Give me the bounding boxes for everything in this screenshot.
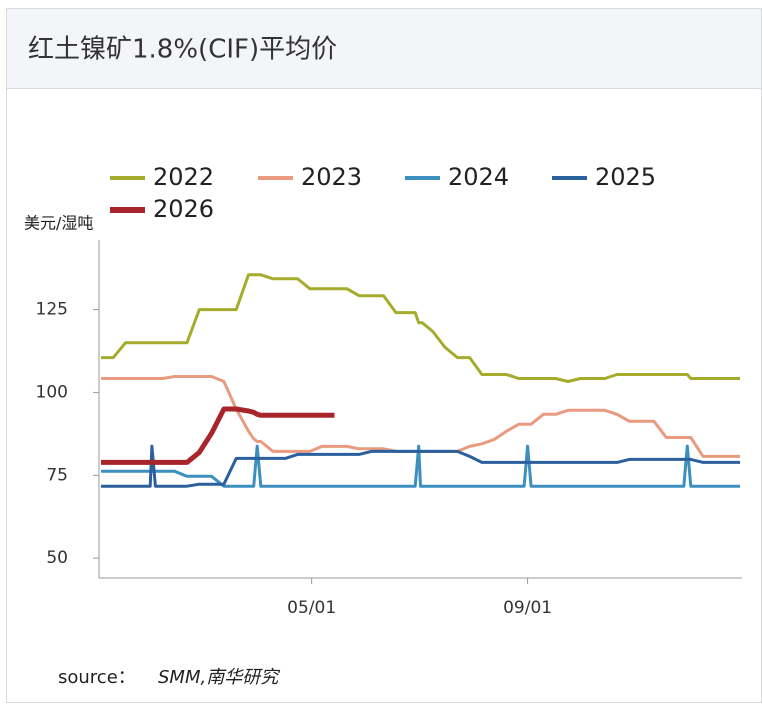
source: SMM,南华研究: [158, 667, 280, 688]
y-tick-label: 125: [36, 300, 68, 320]
card-frame: [6, 8, 762, 703]
legend-label: 2026: [153, 195, 214, 223]
y-tick-label: 100: [36, 382, 68, 402]
header-bg: [7, 9, 761, 88]
y-tick-label: 75: [46, 465, 68, 485]
series-line: [101, 406, 335, 465]
series-line: [101, 444, 740, 488]
y-axis-label: 美元/湿吨: [24, 214, 93, 233]
legend-label: 2024: [448, 163, 509, 191]
source-label: source：: [58, 667, 136, 688]
chart-title: 红土镍矿1.8%(CIF)平均价: [28, 35, 337, 65]
series-line: [101, 444, 740, 488]
x-tick-label: 09/01: [503, 598, 552, 618]
legend-label: 2025: [595, 163, 656, 191]
legend-label: 2023: [301, 163, 362, 191]
y-tick-label: 50: [46, 548, 68, 568]
legend-label: 2022: [153, 163, 214, 191]
x-tick-label: 05/01: [287, 598, 336, 618]
series-line: [101, 273, 740, 383]
